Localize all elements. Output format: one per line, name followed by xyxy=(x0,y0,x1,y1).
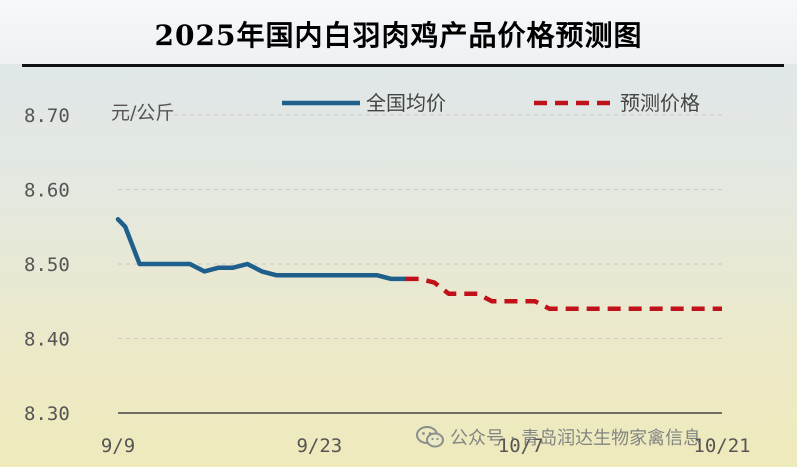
x-tick-labels: 9/9 9/23 10/7 10/21 xyxy=(101,435,751,457)
y-tick-label: 8.70 xyxy=(24,105,70,127)
series-lines xyxy=(115,217,722,311)
x-tick-label: 10/21 xyxy=(693,435,750,457)
legend: 全国均价 预测价格 xyxy=(282,91,700,115)
x-tick-label: 10/7 xyxy=(498,435,544,457)
x-tick-label: 9/9 xyxy=(101,435,135,457)
y-tick-labels: 8.70 8.60 8.50 8.40 8.30 xyxy=(24,105,70,425)
title-divider xyxy=(22,64,784,67)
y-tick-label: 8.50 xyxy=(24,254,70,276)
legend-label-forecast: 预测价格 xyxy=(620,91,700,115)
series-forecast-line xyxy=(405,276,722,311)
title-band xyxy=(0,0,797,64)
y-tick-label: 8.40 xyxy=(24,329,70,351)
series-actual-line xyxy=(115,217,408,282)
x-tick-label: 9/23 xyxy=(296,435,342,457)
watermark: 公众号 · 青岛润达生物家禽信息 xyxy=(416,424,701,450)
y-tick-label: 8.30 xyxy=(24,403,70,425)
y-axis-unit: 元/公斤 xyxy=(111,102,174,124)
y-tick-label: 8.60 xyxy=(24,180,70,202)
watermark-text: 公众号 · 青岛润达生物家禽信息 xyxy=(450,428,702,449)
chart-title: 2025年国内白羽肉鸡产品价格预测图 xyxy=(154,19,643,52)
legend-label-actual: 全国均价 xyxy=(366,91,446,115)
wechat-icon xyxy=(416,426,444,448)
grid-lines xyxy=(118,114,722,339)
